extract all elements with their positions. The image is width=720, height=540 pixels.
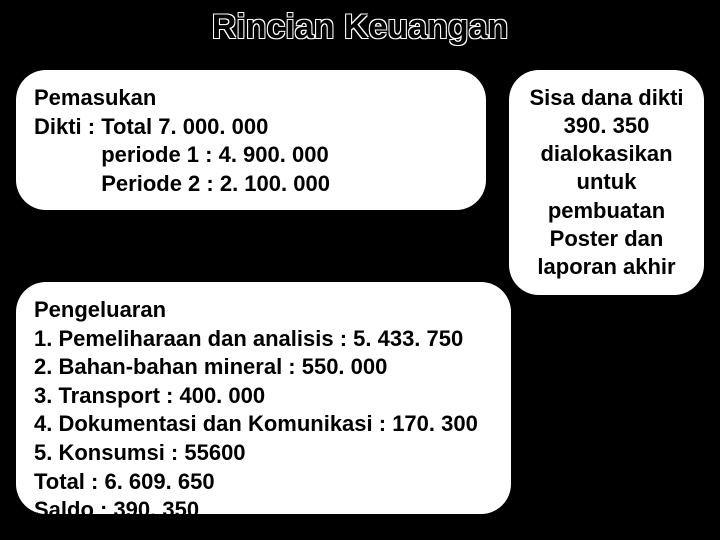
- income-heading: Pemasukan: [34, 84, 468, 113]
- page-title: Rincian Keuangan: [0, 8, 720, 47]
- expenses-heading: Pengeluaran: [34, 296, 493, 325]
- expenses-total: Total : 6. 609. 650: [34, 468, 493, 497]
- income-periode1: periode 1 : 4. 900. 000: [34, 141, 468, 170]
- income-card: Pemasukan Dikti : Total 7. 000. 000 peri…: [16, 70, 486, 210]
- remaining-card: Sisa dana dikti 390. 350 dialokasikan un…: [509, 70, 704, 295]
- expenses-item2: 2. Bahan-bahan mineral : 550. 000: [34, 353, 493, 382]
- remaining-line3: dialokasikan: [519, 140, 694, 168]
- expenses-saldo: Saldo : 390. 350: [34, 496, 493, 525]
- remaining-line7: laporan akhir: [519, 253, 694, 281]
- income-periode2: Periode 2 : 2. 100. 000: [34, 170, 468, 199]
- expenses-item1: 1. Pemeliharaan dan analisis : 5. 433. 7…: [34, 325, 493, 354]
- remaining-line6: Poster dan: [519, 225, 694, 253]
- remaining-line4: untuk: [519, 168, 694, 196]
- remaining-line5: pembuatan: [519, 197, 694, 225]
- expenses-card: Pengeluaran 1. Pemeliharaan dan analisis…: [16, 282, 511, 514]
- expenses-item4: 4. Dokumentasi dan Komunikasi : 170. 300: [34, 410, 493, 439]
- expenses-item3: 3. Transport : 400. 000: [34, 382, 493, 411]
- income-total: Dikti : Total 7. 000. 000: [34, 113, 468, 142]
- remaining-line2: 390. 350: [519, 112, 694, 140]
- expenses-item5: 5. Konsumsi : 55600: [34, 439, 493, 468]
- remaining-line1: Sisa dana dikti: [519, 84, 694, 112]
